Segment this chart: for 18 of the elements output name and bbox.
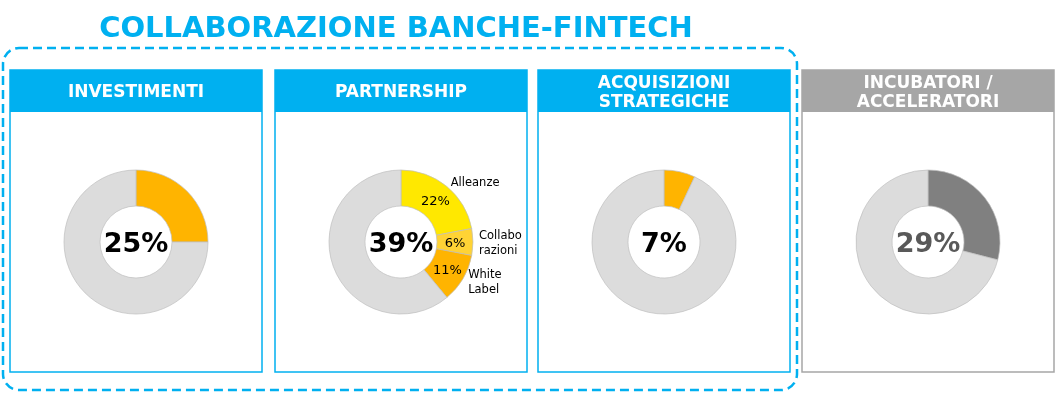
text: 29% (895, 226, 961, 258)
slice-label: White Label (468, 267, 502, 297)
text: COLLABORAZIONE BANCHE-FINTECH (99, 10, 693, 44)
text: 7% (641, 226, 687, 258)
chart-title: INCUBATORI / ACCELERATORI (856, 71, 1000, 111)
data-label: 11% (433, 261, 462, 277)
donut-slice (591, 169, 737, 315)
donut-slice (855, 169, 999, 315)
chart-title: ACQUISIZIONI STRATEGICHE (597, 71, 731, 111)
data-label: 6% (444, 234, 466, 250)
data-label: 22% (420, 192, 450, 208)
chart-title: PARTNERSHIP (334, 81, 468, 101)
slice-label: Alleanze (450, 174, 500, 189)
text: 39% (368, 226, 434, 258)
text: 25% (103, 226, 169, 258)
slice-label: Collabo razioni (479, 227, 522, 257)
donut-slice (63, 169, 209, 315)
chart-title: INVESTIMENTI (67, 81, 205, 101)
